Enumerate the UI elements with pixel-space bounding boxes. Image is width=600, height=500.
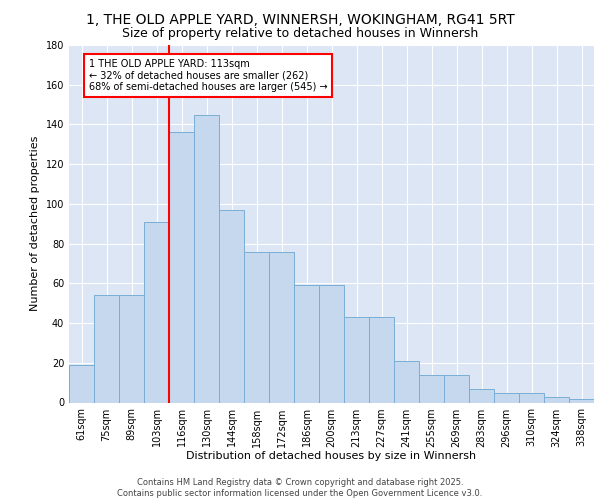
Text: Size of property relative to detached houses in Winnersh: Size of property relative to detached ho… <box>122 28 478 40</box>
Bar <box>519 392 544 402</box>
Bar <box>569 398 594 402</box>
Bar <box>194 114 219 403</box>
Bar <box>69 365 94 403</box>
Bar <box>94 295 119 403</box>
Bar <box>419 374 444 402</box>
Bar <box>494 392 519 402</box>
Bar <box>119 295 144 403</box>
Text: 1, THE OLD APPLE YARD, WINNERSH, WOKINGHAM, RG41 5RT: 1, THE OLD APPLE YARD, WINNERSH, WOKINGH… <box>86 12 514 26</box>
Bar <box>369 317 394 402</box>
Bar <box>319 286 344 403</box>
Bar <box>219 210 244 402</box>
Bar <box>469 388 494 402</box>
Bar <box>344 317 369 402</box>
Bar <box>294 286 319 403</box>
Bar <box>144 222 169 402</box>
Bar <box>444 374 469 402</box>
Bar <box>544 396 569 402</box>
Text: Contains HM Land Registry data © Crown copyright and database right 2025.
Contai: Contains HM Land Registry data © Crown c… <box>118 478 482 498</box>
Y-axis label: Number of detached properties: Number of detached properties <box>30 136 40 312</box>
Text: 1 THE OLD APPLE YARD: 113sqm
← 32% of detached houses are smaller (262)
68% of s: 1 THE OLD APPLE YARD: 113sqm ← 32% of de… <box>89 59 328 92</box>
X-axis label: Distribution of detached houses by size in Winnersh: Distribution of detached houses by size … <box>187 451 476 461</box>
Bar <box>269 252 294 402</box>
Bar <box>394 361 419 403</box>
Bar <box>169 132 194 402</box>
Bar <box>244 252 269 402</box>
